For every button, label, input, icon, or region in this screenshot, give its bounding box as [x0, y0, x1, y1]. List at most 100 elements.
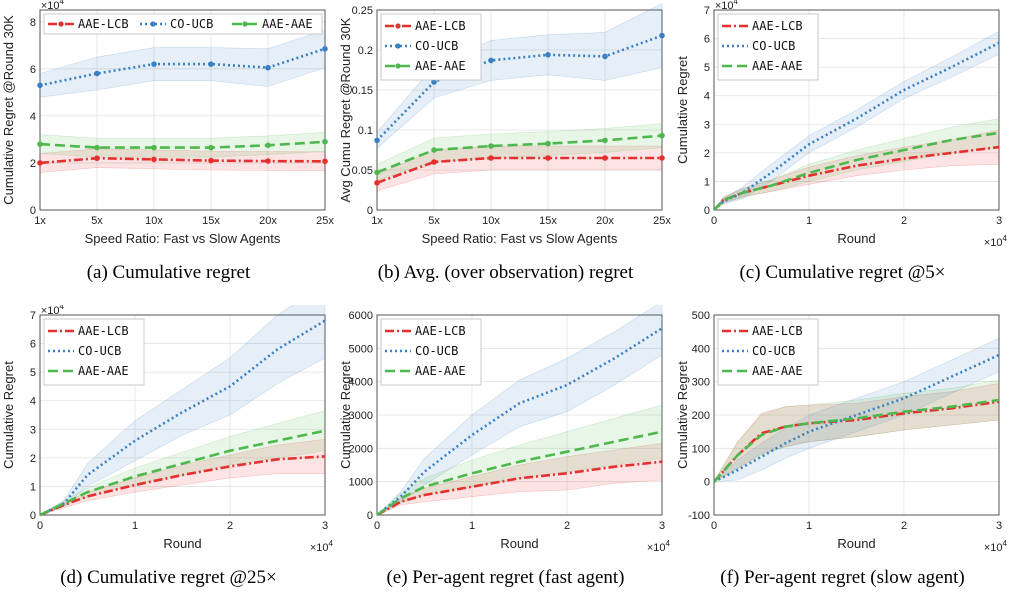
chart-d: 0 1 2 3 4 5 6 7 0 1 2 3 AAE-LCB CO-UCB AAE-AAE Round Cum… — [1, 305, 334, 554]
chart-panel-c: 0 1 2 3 4 5 6 7 0 1 2 3 AAE-LCB CO-UCB AAE-AAE Round Cum… — [674, 0, 1011, 304]
x-tick-label: 1 — [469, 520, 475, 532]
plot-frame — [376, 314, 663, 516]
y-tick-label: 5 — [30, 367, 36, 379]
x-tick-label: 25x — [316, 215, 334, 227]
x-tick-label: 3 — [996, 215, 1002, 227]
plot-frame — [39, 9, 326, 211]
data-point — [545, 52, 551, 58]
data-point — [431, 79, 437, 85]
x-tick-label: 10x — [145, 215, 163, 227]
legend-label: CO-UCB — [170, 17, 213, 31]
y-tick-label: 1 — [30, 481, 36, 493]
legend: AAE-LCB CO-UCB AAE-AAE — [380, 13, 482, 81]
data-point — [659, 155, 665, 161]
y-tick-label: 100 — [692, 443, 710, 455]
y-tick-label: 8 — [30, 17, 36, 29]
x-tick-label: 1x — [371, 215, 383, 227]
data-point — [374, 169, 380, 176]
x-tick-label: 1x — [34, 215, 46, 227]
x-tick-label: 10x — [482, 215, 500, 227]
x-tick-label: 2 — [901, 215, 907, 227]
x-tick-label: 1 — [806, 520, 812, 532]
y-tick-label: 0 — [704, 477, 710, 489]
legend-label: AAE-AAE — [415, 364, 466, 378]
x-multiplier: ×104 — [647, 539, 671, 554]
y-tick-label: 0 — [30, 205, 36, 217]
data-point — [488, 155, 494, 161]
y-axis-label: Cumulative Regret @Round 30K — [1, 15, 16, 205]
series-line — [713, 398, 1000, 483]
series-line — [713, 353, 1000, 483]
data-point — [94, 144, 100, 151]
data-point — [208, 144, 214, 151]
y-tick-label: 3 — [30, 424, 36, 436]
legend-label: AAE-LCB — [78, 324, 129, 338]
y-tick-label: 2 — [704, 148, 710, 160]
legend-label: AAE-AAE — [752, 59, 803, 73]
x-tick-label: 1 — [806, 215, 812, 227]
data-point — [265, 64, 271, 71]
y-tick-label: 6 — [704, 34, 710, 46]
chart-c: 0 1 2 3 4 5 6 7 0 1 2 3 AAE-LCB CO-UCB AAE-AAE Round Cum… — [675, 0, 1008, 249]
caption-f: (f) Per-agent regret (slow agent) — [720, 567, 965, 588]
y-axis-label: Cumulative Regret — [338, 361, 353, 469]
x-tick-label: 0 — [711, 520, 717, 532]
x-tick-label: 1 — [132, 520, 138, 532]
x-multiplier: ×104 — [310, 539, 334, 554]
y-tick-label: 0 — [367, 510, 373, 522]
data-point — [208, 61, 214, 67]
data-point — [151, 144, 157, 151]
legend-marker — [395, 63, 401, 69]
chart-panel-b: 0 0.05 0.1 0.15 0.2 0.25 1x 5x 10x 15x 20x 25x AAE-L… — [337, 0, 674, 304]
x-multiplier: ×104 — [984, 234, 1008, 249]
legend-label: AAE-AAE — [78, 364, 129, 378]
legend-box — [43, 13, 323, 35]
data-point — [265, 142, 271, 149]
x-axis-label: Round — [163, 536, 201, 551]
series-line — [39, 47, 326, 87]
x-tick-label: 5x — [91, 215, 103, 227]
legend: AAE-LCB CO-UCB AAE-AAE — [717, 318, 819, 386]
y-tick-label: 1 — [704, 176, 710, 188]
y-tick-label: 4 — [30, 396, 36, 408]
y-tick-label: 1000 — [349, 477, 373, 489]
data-point — [37, 141, 43, 147]
x-tick-label: 15x — [202, 215, 220, 227]
x-multiplier: ×104 — [984, 539, 1008, 554]
y-tick-label: 500 — [692, 310, 710, 322]
x-tick-label: 20x — [259, 215, 277, 227]
caption-b: (b) Avg. (over observation) regret — [377, 262, 634, 283]
legend: AAE-LCB CO-UCB AAE-AAE — [43, 318, 145, 386]
y-tick-label: 4000 — [349, 377, 373, 389]
y-tick-label: 0.1 — [358, 125, 373, 137]
data-point — [208, 157, 214, 164]
chart-panel-e: 0 1000 2000 3000 4000 5000 6000 0 1 2 3 AAE-LCB CO-U… — [337, 305, 674, 609]
data-point — [322, 158, 328, 165]
y-tick-label: 6 — [30, 339, 36, 351]
legend-label: CO-UCB — [752, 344, 795, 358]
x-tick-label: 3 — [322, 520, 328, 532]
y-tick-label: 0.05 — [352, 165, 373, 177]
data-point — [431, 159, 437, 165]
data-point — [545, 140, 551, 147]
x-axis-label: Speed Ratio: Fast vs Slow Agents — [422, 231, 618, 246]
y-tick-label: 300 — [692, 377, 710, 389]
data-point — [659, 32, 665, 39]
series-line — [376, 156, 662, 185]
series-band — [713, 382, 1000, 483]
data-point — [374, 180, 380, 186]
x-axis-label: Round — [837, 231, 875, 246]
y-tick-label: 4 — [30, 111, 36, 123]
plot-frame — [713, 9, 1000, 211]
data-point — [94, 155, 100, 162]
x-axis-label: Speed Ratio: Fast vs Slow Agents — [85, 231, 281, 246]
series-line — [376, 327, 663, 517]
y-tick-label: 3000 — [349, 410, 373, 422]
chart-b: 0 0.05 0.1 0.15 0.2 0.25 1x 5x 10x 15x 20x 25x AAE-L… — [338, 3, 671, 246]
x-tick-label: 2 — [564, 520, 570, 532]
legend: AAE-LCB CO-UCB AAE-AAE — [717, 13, 819, 81]
legend-label: AAE-AAE — [262, 17, 313, 31]
series-line — [39, 140, 326, 149]
data-point — [545, 155, 551, 161]
